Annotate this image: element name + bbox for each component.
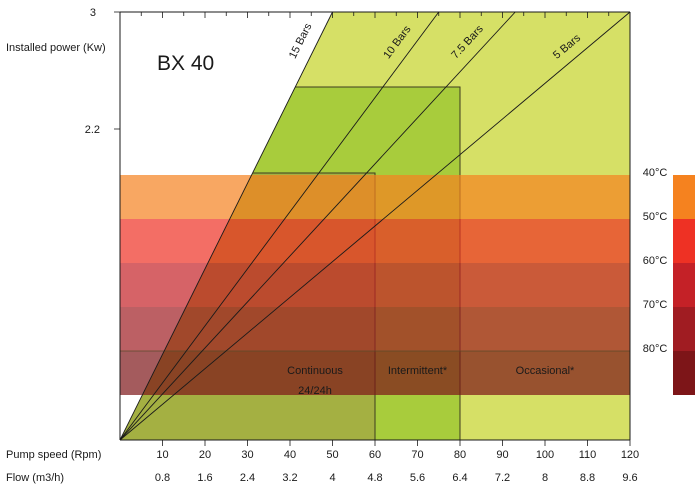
swatch-70°C bbox=[673, 307, 695, 351]
pressure-lines bbox=[119, 11, 631, 441]
band-70°C bbox=[120, 307, 630, 351]
y-axis-label: Installed power (Kw) bbox=[6, 42, 106, 54]
y-tick-label: 2.2 bbox=[85, 124, 100, 136]
x-tick-label-speed: 80 bbox=[454, 449, 466, 461]
x-tick-label-flow: 4.8 bbox=[367, 472, 382, 484]
pressure-line bbox=[119, 11, 333, 441]
swatch-40°C bbox=[673, 175, 695, 219]
x-tick-label-flow: 8.8 bbox=[580, 472, 595, 484]
x-tick-label-speed: 20 bbox=[199, 449, 211, 461]
swatch-50°C bbox=[673, 219, 695, 263]
x-tick-label-flow: 3.2 bbox=[282, 472, 297, 484]
axes bbox=[114, 11, 631, 446]
swatch-80°C bbox=[673, 351, 695, 395]
pressure-line bbox=[119, 11, 440, 441]
y-tick-label: 3 bbox=[90, 7, 96, 19]
x-tick-label-speed: 70 bbox=[411, 449, 423, 461]
temp-label: 50°C bbox=[643, 211, 668, 223]
temperature-bands bbox=[120, 175, 695, 395]
x-tick-label-speed: 120 bbox=[621, 449, 639, 461]
chart-title: BX 40 bbox=[157, 52, 214, 75]
band-40°C bbox=[120, 175, 630, 219]
x-tick-label-speed: 100 bbox=[536, 449, 554, 461]
zone-label: Intermittent* bbox=[388, 365, 448, 377]
x-tick-label-speed: 50 bbox=[326, 449, 338, 461]
x-label-flow: Flow (m3/h) bbox=[6, 472, 64, 484]
x-tick-label-speed: 40 bbox=[284, 449, 296, 461]
zone-label: Occasional* bbox=[516, 365, 575, 377]
x-tick-label-flow: 7.2 bbox=[495, 472, 510, 484]
pressure-label: 15 Bars bbox=[287, 21, 315, 61]
temp-label: 80°C bbox=[643, 343, 668, 355]
x-tick-label-flow: 1.6 bbox=[197, 472, 212, 484]
x-tick-label-flow: 2.4 bbox=[240, 472, 255, 484]
band-80°C bbox=[120, 351, 630, 395]
zone-label: Continuous bbox=[287, 365, 343, 377]
x-tick-label-speed: 10 bbox=[156, 449, 168, 461]
x-tick-label-speed: 60 bbox=[369, 449, 381, 461]
x-tick-label-flow: 8 bbox=[542, 472, 548, 484]
pressure-line bbox=[119, 11, 516, 441]
x-tick-label-flow: 0.8 bbox=[155, 472, 170, 484]
x-tick-label-flow: 5.6 bbox=[410, 472, 425, 484]
swatch-60°C bbox=[673, 263, 695, 307]
temp-label: 40°C bbox=[643, 167, 668, 179]
x-tick-label-speed: 30 bbox=[241, 449, 253, 461]
zone-sublabel: 24/24h bbox=[298, 385, 332, 397]
x-tick-label-flow: 6.4 bbox=[452, 472, 467, 484]
temp-label: 70°C bbox=[643, 299, 668, 311]
band-60°C bbox=[120, 263, 630, 307]
x-tick-label-speed: 90 bbox=[496, 449, 508, 461]
x-tick-label-speed: 110 bbox=[579, 449, 597, 461]
pressure-line bbox=[119, 11, 631, 441]
x-tick-label-flow: 4 bbox=[329, 472, 335, 484]
x-label-speed: Pump speed (Rpm) bbox=[6, 449, 101, 461]
temp-label: 60°C bbox=[643, 255, 668, 267]
x-tick-label-flow: 9.6 bbox=[622, 472, 637, 484]
